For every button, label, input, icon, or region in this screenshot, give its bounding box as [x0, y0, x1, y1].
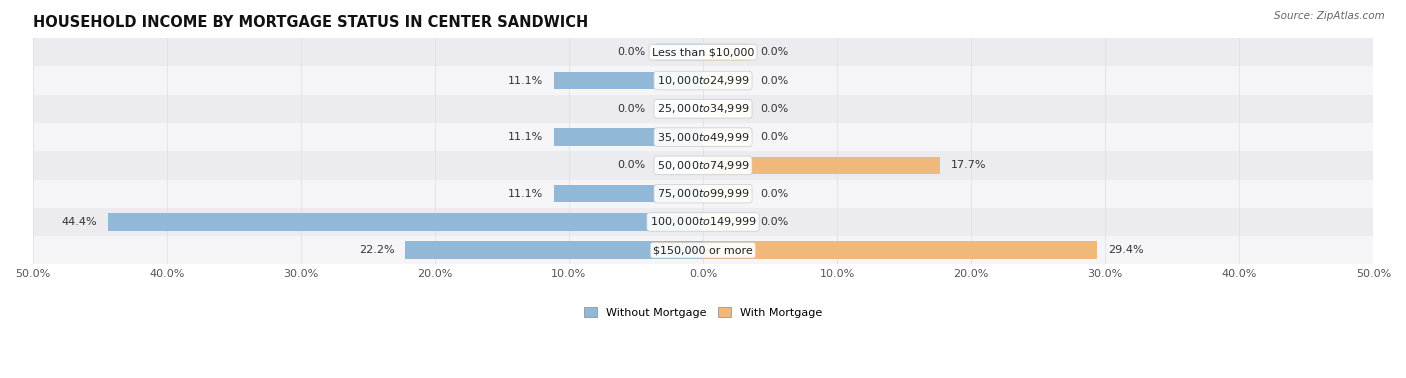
Bar	[108, 213, 703, 231]
Text: Source: ZipAtlas.com: Source: ZipAtlas.com	[1274, 11, 1385, 21]
Bar	[32, 38, 1374, 67]
Text: $50,000 to $74,999: $50,000 to $74,999	[657, 159, 749, 172]
Text: 0.0%: 0.0%	[617, 160, 645, 170]
Bar	[703, 129, 749, 146]
Bar	[657, 156, 703, 174]
Text: 17.7%: 17.7%	[950, 160, 987, 170]
Bar	[703, 43, 749, 61]
Text: 0.0%: 0.0%	[761, 217, 789, 227]
Bar	[32, 151, 1374, 180]
Bar	[554, 185, 703, 203]
Text: $100,000 to $149,999: $100,000 to $149,999	[650, 215, 756, 228]
Text: $150,000 or more: $150,000 or more	[654, 245, 752, 255]
Text: $35,000 to $49,999: $35,000 to $49,999	[657, 131, 749, 144]
Text: 0.0%: 0.0%	[617, 104, 645, 114]
Text: 44.4%: 44.4%	[62, 217, 97, 227]
Bar	[703, 72, 749, 89]
Bar	[703, 242, 1097, 259]
Bar	[554, 72, 703, 89]
Bar	[703, 213, 749, 231]
Bar	[405, 242, 703, 259]
Text: 0.0%: 0.0%	[761, 104, 789, 114]
Bar	[703, 156, 941, 174]
Text: 0.0%: 0.0%	[761, 189, 789, 199]
Text: 0.0%: 0.0%	[761, 132, 789, 142]
Bar	[703, 100, 749, 118]
Legend: Without Mortgage, With Mortgage: Without Mortgage, With Mortgage	[579, 303, 827, 322]
Bar	[657, 100, 703, 118]
Bar	[703, 185, 749, 203]
Text: 0.0%: 0.0%	[761, 76, 789, 85]
Bar	[32, 180, 1374, 208]
Text: $10,000 to $24,999: $10,000 to $24,999	[657, 74, 749, 87]
Bar	[32, 208, 1374, 236]
Bar	[32, 94, 1374, 123]
Text: $75,000 to $99,999: $75,000 to $99,999	[657, 187, 749, 200]
Bar	[32, 67, 1374, 94]
Text: 29.4%: 29.4%	[1108, 245, 1143, 255]
Text: 11.1%: 11.1%	[508, 189, 544, 199]
Bar	[554, 129, 703, 146]
Text: Less than $10,000: Less than $10,000	[652, 47, 754, 57]
Bar	[657, 43, 703, 61]
Text: $25,000 to $34,999: $25,000 to $34,999	[657, 102, 749, 115]
Text: 0.0%: 0.0%	[761, 47, 789, 57]
Text: 11.1%: 11.1%	[508, 76, 544, 85]
Text: 22.2%: 22.2%	[359, 245, 395, 255]
Text: 11.1%: 11.1%	[508, 132, 544, 142]
Text: 0.0%: 0.0%	[617, 47, 645, 57]
Bar	[32, 236, 1374, 264]
Text: HOUSEHOLD INCOME BY MORTGAGE STATUS IN CENTER SANDWICH: HOUSEHOLD INCOME BY MORTGAGE STATUS IN C…	[32, 15, 588, 30]
Bar	[32, 123, 1374, 151]
